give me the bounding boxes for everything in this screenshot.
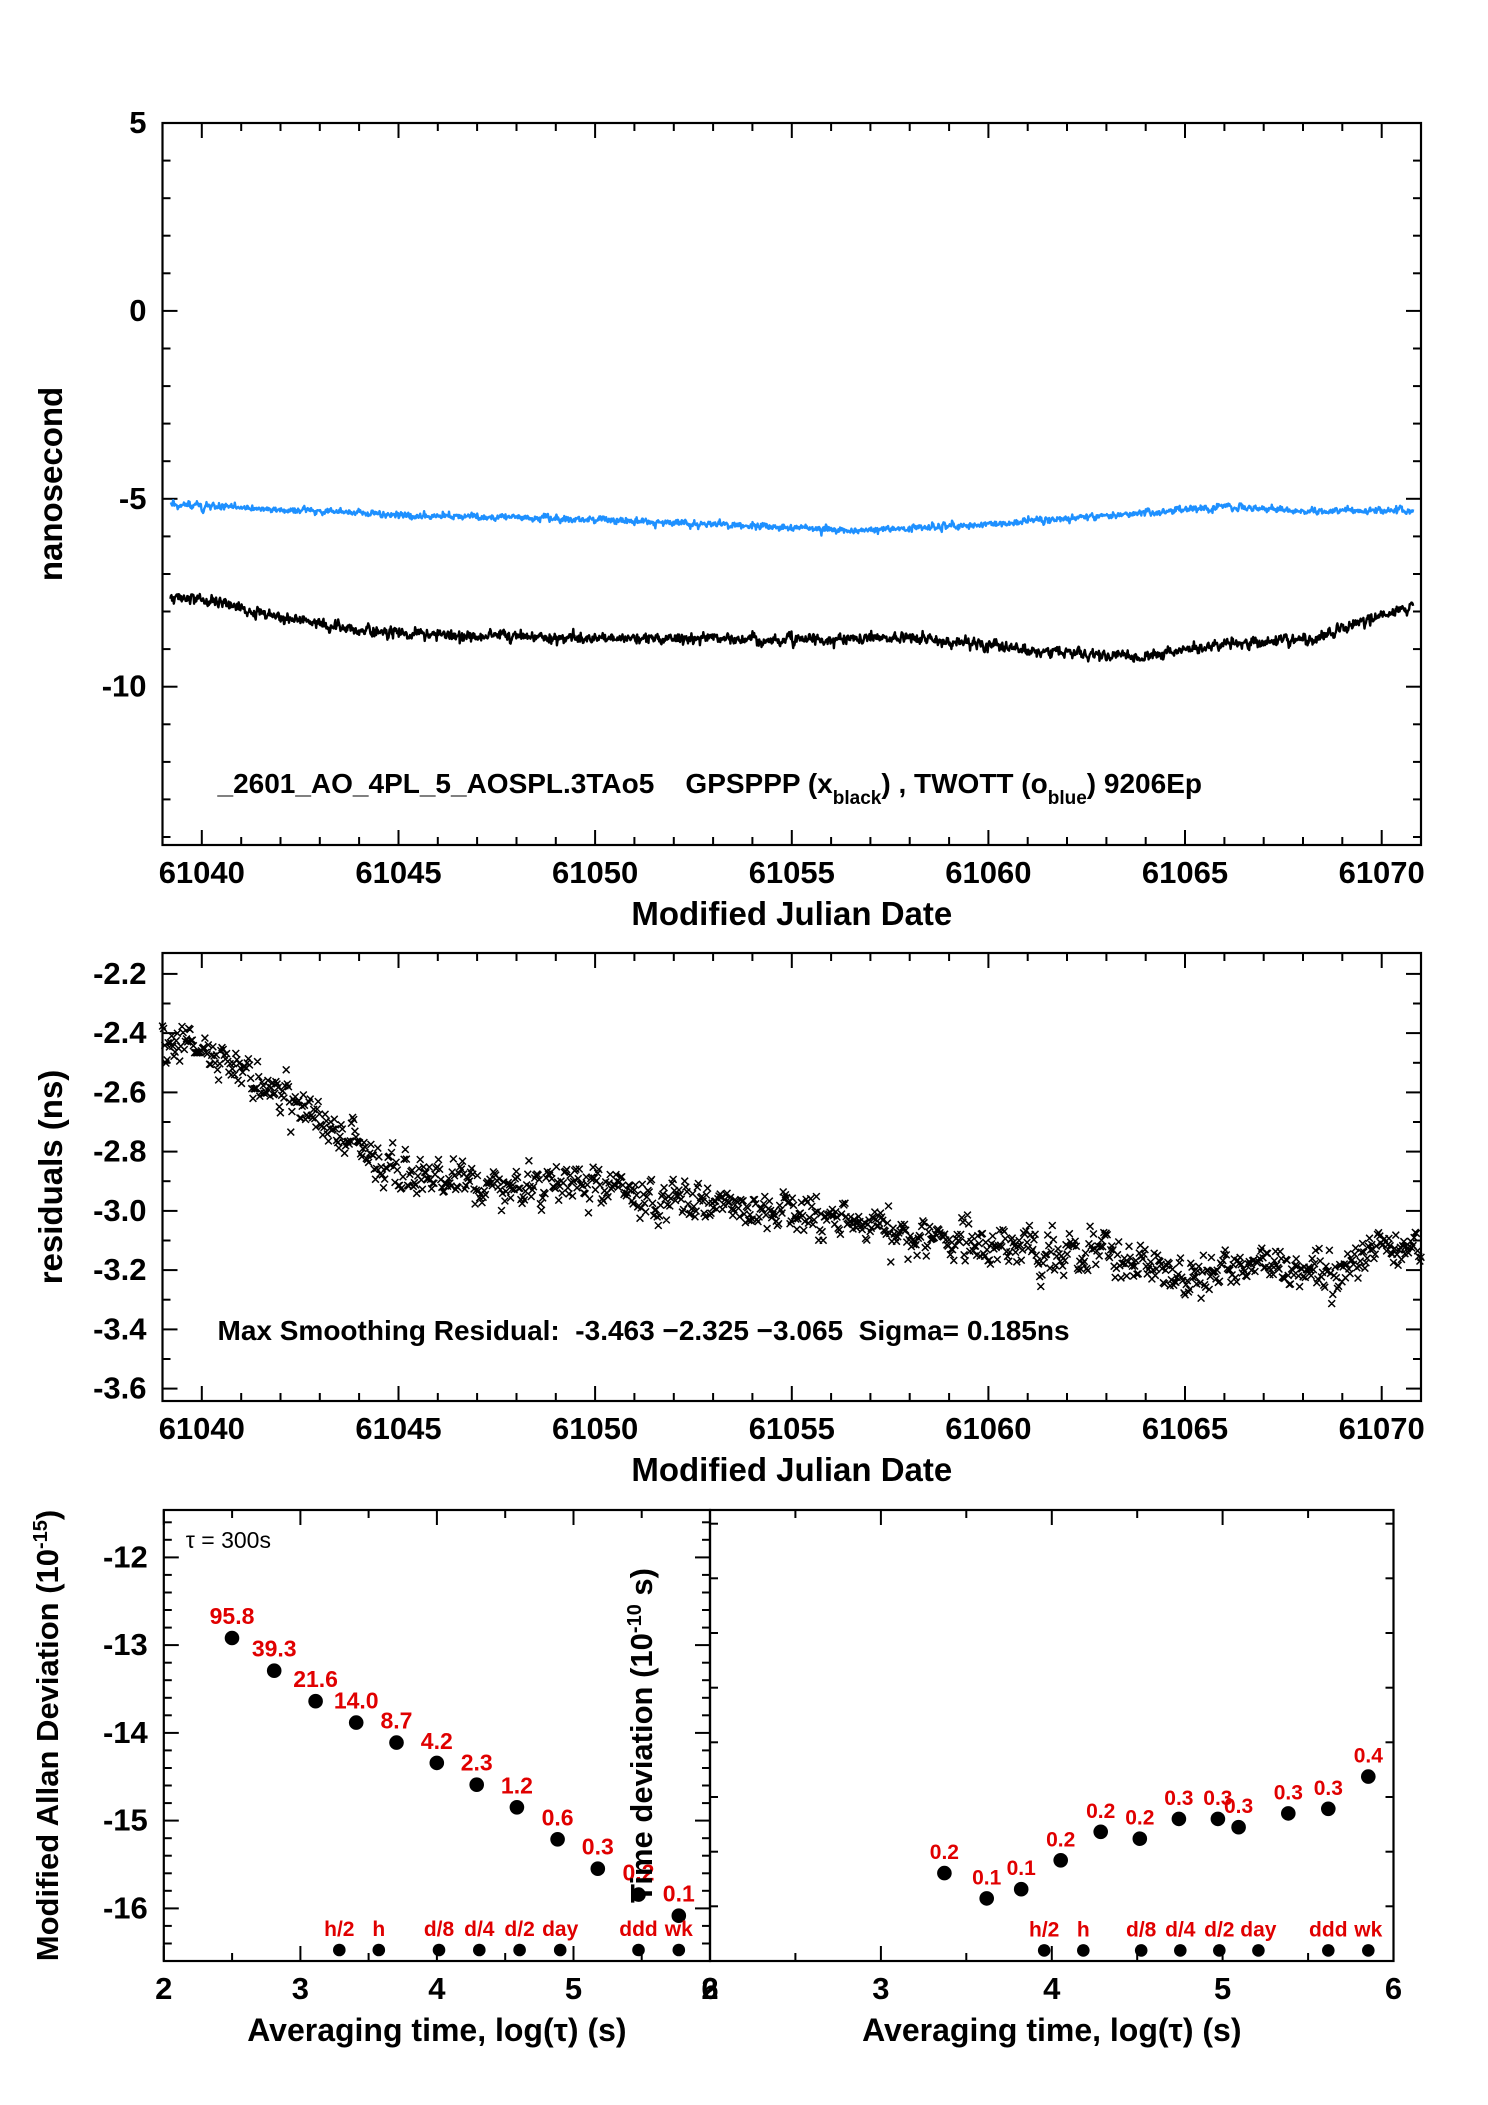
svg-text:ddd: ddd bbox=[619, 1918, 657, 1941]
svg-text:-3.4: -3.4 bbox=[93, 1311, 147, 1346]
svg-text:residuals (ns): residuals (ns) bbox=[32, 1070, 69, 1285]
svg-text:0.2: 0.2 bbox=[930, 1841, 959, 1864]
svg-text:h: h bbox=[372, 1918, 385, 1941]
svg-text:2: 2 bbox=[701, 1971, 718, 2006]
svg-text:Averaging time, log(τ) (s): Averaging time, log(τ) (s) bbox=[247, 2012, 626, 2048]
svg-text:-2.4: -2.4 bbox=[93, 1015, 147, 1050]
svg-text:τ = 300s: τ = 300s bbox=[186, 1527, 271, 1553]
svg-text:d/2: d/2 bbox=[504, 1918, 534, 1941]
svg-text:d/4: d/4 bbox=[1165, 1918, 1196, 1941]
svg-text:Averaging time, log(τ) (s): Averaging time, log(τ) (s) bbox=[862, 2012, 1241, 2048]
svg-text:0.3: 0.3 bbox=[1274, 1781, 1303, 1804]
svg-text:wk: wk bbox=[664, 1918, 693, 1941]
svg-text:Max Smoothing Residual: -3.46: Max Smoothing Residual: -3.463 −2.325 −3… bbox=[218, 1315, 1070, 1346]
svg-text:-15: -15 bbox=[103, 1803, 148, 1838]
svg-text:61045: 61045 bbox=[355, 1411, 441, 1446]
svg-text:0.3: 0.3 bbox=[1314, 1777, 1343, 1800]
svg-text:day: day bbox=[542, 1918, 579, 1941]
svg-text:21.6: 21.6 bbox=[293, 1666, 338, 1692]
svg-text:61050: 61050 bbox=[552, 855, 638, 890]
svg-text:61065: 61065 bbox=[1142, 855, 1228, 890]
svg-text:3: 3 bbox=[292, 1971, 309, 2006]
svg-text:2: 2 bbox=[155, 1971, 172, 2006]
svg-text:39.3: 39.3 bbox=[252, 1636, 297, 1662]
svg-text:0.3: 0.3 bbox=[1164, 1787, 1193, 1810]
svg-text:61040: 61040 bbox=[159, 855, 245, 890]
svg-text:4: 4 bbox=[428, 1971, 446, 2006]
svg-text:61050: 61050 bbox=[552, 1411, 638, 1446]
svg-text:95.8: 95.8 bbox=[210, 1603, 255, 1629]
svg-text:61070: 61070 bbox=[1339, 1411, 1425, 1446]
svg-text:0.1: 0.1 bbox=[663, 1881, 695, 1907]
svg-text:-3.2: -3.2 bbox=[93, 1252, 146, 1287]
svg-text:-3.0: -3.0 bbox=[93, 1193, 146, 1228]
svg-text:h: h bbox=[1077, 1918, 1090, 1941]
svg-text:61040: 61040 bbox=[159, 1411, 245, 1446]
svg-text:day: day bbox=[1240, 1918, 1277, 1941]
svg-text:h/2: h/2 bbox=[324, 1918, 354, 1941]
svg-text:-13: -13 bbox=[103, 1627, 148, 1662]
svg-text:0.2: 0.2 bbox=[1086, 1800, 1115, 1823]
svg-text:-12: -12 bbox=[103, 1539, 148, 1574]
svg-text:d/8: d/8 bbox=[1126, 1918, 1157, 1941]
svg-text:61055: 61055 bbox=[749, 855, 835, 890]
svg-text:3: 3 bbox=[872, 1971, 889, 2006]
svg-text:-2.6: -2.6 bbox=[93, 1074, 146, 1109]
svg-text:0.3: 0.3 bbox=[1224, 1795, 1253, 1818]
svg-text:5: 5 bbox=[565, 1971, 582, 2006]
svg-text:2.3: 2.3 bbox=[461, 1750, 493, 1776]
svg-text:0.3: 0.3 bbox=[582, 1834, 614, 1860]
svg-text:-16: -16 bbox=[103, 1890, 148, 1925]
svg-text:0.4: 0.4 bbox=[1354, 1745, 1384, 1768]
svg-text:6: 6 bbox=[1385, 1971, 1402, 2006]
svg-text:h/2: h/2 bbox=[1029, 1918, 1059, 1941]
svg-text:-5: -5 bbox=[119, 481, 147, 516]
svg-text:Modified Allan Deviation (10-1: Modified Allan Deviation (10-15) bbox=[30, 1510, 65, 1961]
svg-text:-2.2: -2.2 bbox=[93, 956, 146, 991]
svg-text:14.0: 14.0 bbox=[334, 1688, 379, 1714]
svg-text:wk: wk bbox=[1353, 1918, 1382, 1941]
svg-text:Modified Julian Date: Modified Julian Date bbox=[631, 895, 952, 932]
svg-text:0: 0 bbox=[129, 293, 146, 328]
svg-text:61060: 61060 bbox=[945, 855, 1031, 890]
svg-text:-3.6: -3.6 bbox=[93, 1371, 146, 1406]
svg-text:5: 5 bbox=[129, 105, 146, 140]
svg-text:0.2: 0.2 bbox=[1125, 1807, 1154, 1830]
svg-text:61055: 61055 bbox=[749, 1411, 835, 1446]
svg-text:d/2: d/2 bbox=[1204, 1918, 1234, 1941]
svg-text:-10: -10 bbox=[102, 669, 147, 704]
svg-text:61065: 61065 bbox=[1142, 1411, 1228, 1446]
svg-text:nanosecond: nanosecond bbox=[32, 387, 69, 581]
svg-text:d/8: d/8 bbox=[424, 1918, 455, 1941]
svg-text:-2.8: -2.8 bbox=[93, 1134, 146, 1169]
svg-text:1.2: 1.2 bbox=[501, 1772, 533, 1798]
svg-text:4.2: 4.2 bbox=[421, 1728, 453, 1754]
svg-text:4: 4 bbox=[1043, 1971, 1061, 2006]
svg-text:8.7: 8.7 bbox=[381, 1708, 413, 1734]
svg-text:0.1: 0.1 bbox=[972, 1866, 1002, 1889]
svg-text:ddd: ddd bbox=[1309, 1918, 1347, 1941]
svg-text:-14: -14 bbox=[103, 1715, 149, 1750]
svg-text:0.2: 0.2 bbox=[1046, 1828, 1075, 1851]
svg-text:61070: 61070 bbox=[1339, 855, 1425, 890]
svg-text:0.6: 0.6 bbox=[542, 1804, 574, 1830]
svg-text:Modified Julian Date: Modified Julian Date bbox=[631, 1451, 952, 1488]
svg-text:61060: 61060 bbox=[945, 1411, 1031, 1446]
svg-text:5: 5 bbox=[1214, 1971, 1231, 2006]
svg-text:61045: 61045 bbox=[355, 855, 441, 890]
svg-text:d/4: d/4 bbox=[464, 1918, 495, 1941]
svg-text:0.1: 0.1 bbox=[1007, 1857, 1037, 1880]
